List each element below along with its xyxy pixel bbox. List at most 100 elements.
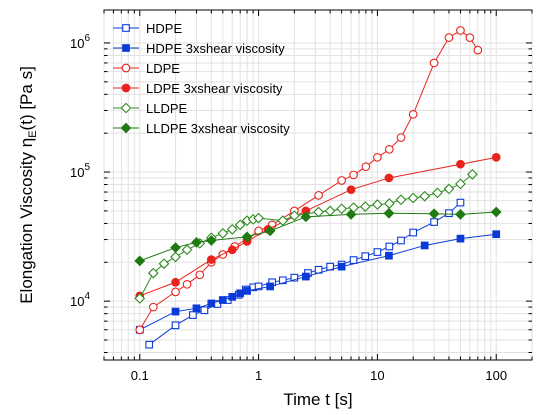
data-point: [337, 176, 346, 185]
legend-label: HDPE 3xshear viscosity: [146, 41, 285, 56]
data-point: [385, 242, 394, 251]
data-point: [444, 33, 454, 42]
legend-label: LDPE: [146, 61, 180, 76]
legend-label: LDPE 3xshear viscosity: [146, 81, 283, 96]
data-point: [373, 248, 382, 256]
data-point: [349, 256, 358, 264]
legend-item: HDPE: [113, 21, 182, 36]
data-point: [314, 190, 323, 200]
data-point: [455, 178, 466, 190]
data-point: [254, 282, 263, 291]
legend-label: LLDPE 3xshear viscosity: [146, 121, 290, 136]
data-point: [171, 307, 180, 316]
data-point: [206, 255, 216, 264]
data-point: [430, 218, 438, 226]
data-point: [383, 198, 395, 209]
y-tick-label: 104: [70, 291, 90, 309]
data-point: [135, 325, 145, 335]
data-point: [491, 152, 501, 162]
series-4: [134, 168, 478, 304]
data-point: [473, 45, 483, 55]
data-point: [302, 272, 310, 281]
data-point: [383, 207, 395, 219]
data-point: [228, 292, 237, 301]
data-point: [290, 273, 299, 282]
data-point: [200, 306, 209, 315]
data-point: [134, 293, 146, 304]
axes: 0.1 1 10 100 104 105 106: [70, 10, 533, 383]
data-point: [396, 133, 406, 142]
data-point: [361, 162, 371, 172]
data-point: [134, 255, 146, 267]
data-point: [420, 241, 429, 250]
y-tick-label: 105: [70, 162, 90, 180]
data-point: [397, 236, 405, 245]
series-layer: [134, 26, 502, 349]
legend-item: HDPE 3xshear viscosity: [113, 41, 285, 56]
data-point: [456, 198, 465, 207]
data-point: [456, 234, 465, 243]
data-point: [361, 252, 370, 261]
data-point: [264, 225, 276, 237]
legend-label: LLDPE: [146, 101, 188, 116]
data-point: [277, 215, 289, 227]
data-point: [300, 211, 312, 223]
data-point: [226, 223, 238, 235]
data-point: [217, 227, 229, 239]
legend-marker: [122, 44, 130, 52]
series-2: [135, 26, 483, 335]
x-tick-label: 100: [485, 368, 507, 383]
data-point: [234, 219, 246, 231]
data-point: [349, 170, 358, 180]
legend: HDPE HDPE 3xshear viscosity LDPE LDPE 3xshe…: [113, 21, 290, 136]
data-point: [191, 237, 202, 248]
y-axis-title-subscript: E: [27, 130, 39, 137]
data-point: [384, 144, 394, 154]
data-point: [429, 58, 439, 68]
data-point: [346, 185, 356, 195]
legend-label: HDPE: [146, 21, 182, 36]
data-point: [195, 270, 205, 280]
data-point: [419, 190, 431, 202]
y-axis-title-main: Elongation Viscosity η: [17, 138, 36, 304]
data-point: [465, 33, 475, 42]
data-point: [456, 26, 465, 35]
data-point: [189, 311, 197, 319]
data-point: [409, 228, 418, 237]
data-point: [359, 201, 371, 212]
data-point: [337, 262, 346, 271]
data-point: [158, 258, 170, 270]
legend-marker: [121, 83, 131, 93]
data-point: [432, 187, 443, 199]
data-point: [171, 287, 180, 297]
data-point: [345, 209, 357, 220]
data-point: [373, 152, 382, 162]
data-point: [336, 203, 348, 215]
data-point: [445, 209, 453, 218]
legend-item: LDPE 3xshear viscosity: [113, 81, 283, 96]
data-point: [148, 302, 158, 312]
data-point: [207, 299, 216, 308]
legend-marker: [122, 24, 130, 32]
legend-item: LLDPE: [113, 101, 188, 116]
data-point: [243, 287, 251, 295]
y-axis-title: Elongation Viscosity ηE(t) [Pa s]: [17, 66, 39, 304]
data-point: [443, 183, 455, 195]
data-point: [385, 251, 393, 260]
data-point: [170, 251, 181, 263]
data-point: [181, 244, 193, 256]
x-tick-label: 1: [255, 368, 262, 383]
data-point: [490, 206, 502, 218]
series-5: [134, 206, 502, 267]
x-tick-label: 0.1: [131, 368, 149, 383]
data-point: [467, 168, 478, 180]
data-point: [147, 267, 159, 279]
data-point: [395, 194, 407, 206]
data-point: [407, 192, 419, 204]
data-point: [372, 199, 383, 210]
data-point: [241, 231, 253, 243]
y-tick-label: 106: [70, 33, 90, 51]
data-point: [171, 277, 180, 287]
data-point: [384, 173, 394, 183]
